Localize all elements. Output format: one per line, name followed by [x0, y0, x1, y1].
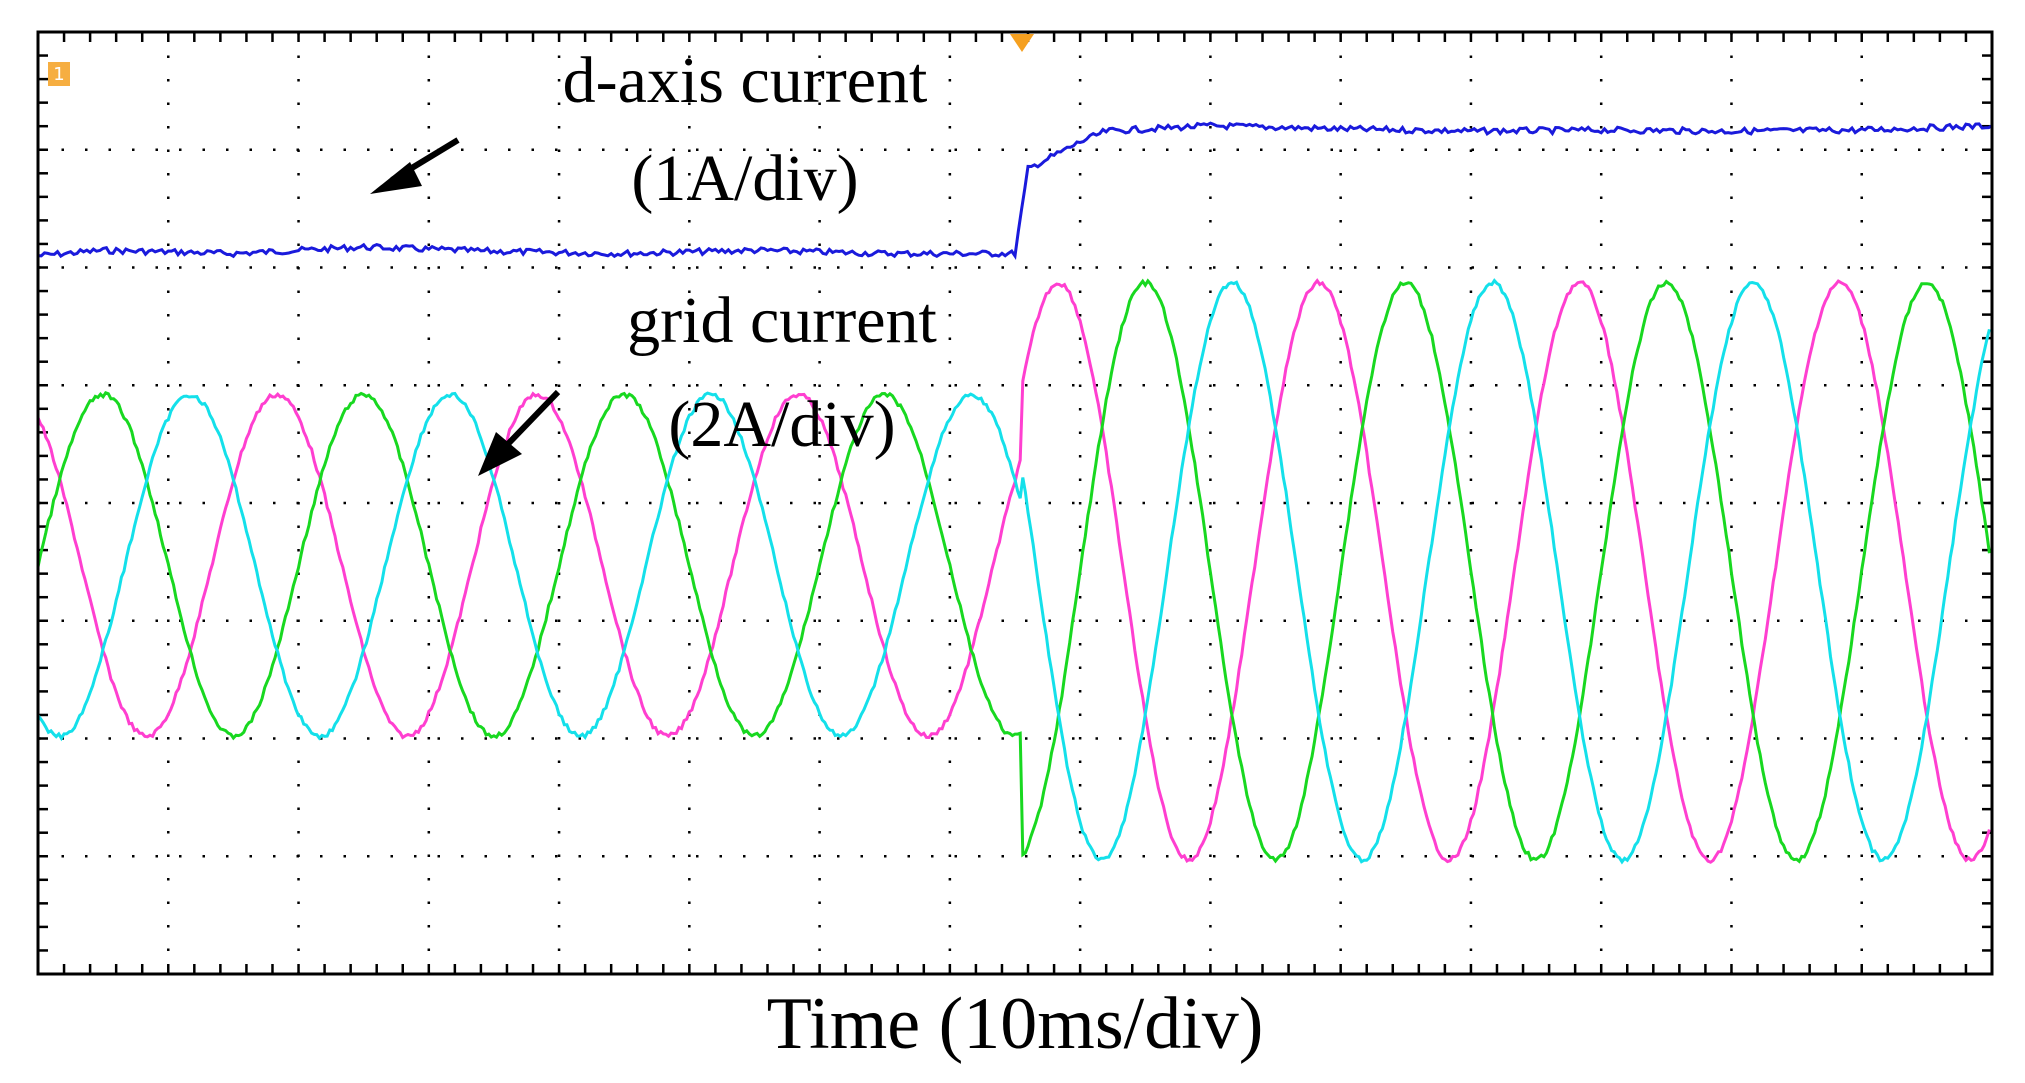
trigger-marker-icon — [1010, 34, 1034, 52]
annotation-d-axis-title: d-axis current — [563, 44, 928, 117]
annotation-d-axis: d-axis current (1A/div) — [370, 44, 927, 215]
series-grid-current-phase-B — [36, 278, 1991, 864]
x-axis-label: Time (10ms/div) — [767, 983, 1264, 1065]
arrow-d-axis-icon — [370, 137, 460, 194]
traces — [36, 121, 1993, 865]
annotation-grid-current: grid current (2A/div) — [478, 284, 937, 476]
plot-frame — [36, 30, 1994, 976]
series-grid-current-phase-C — [36, 278, 1991, 865]
annotation-grid-title: grid current — [627, 284, 937, 357]
annotation-grid-scale: (2A/div) — [668, 388, 895, 461]
series-d-axis-current — [37, 121, 1993, 260]
arrow-grid-current-icon — [478, 389, 561, 476]
grid — [36, 30, 1994, 976]
channel-marker-label: 1 — [53, 64, 64, 85]
annotation-d-axis-scale: (1A/div) — [631, 142, 858, 215]
channel-marker-icon: 1 — [48, 62, 70, 86]
